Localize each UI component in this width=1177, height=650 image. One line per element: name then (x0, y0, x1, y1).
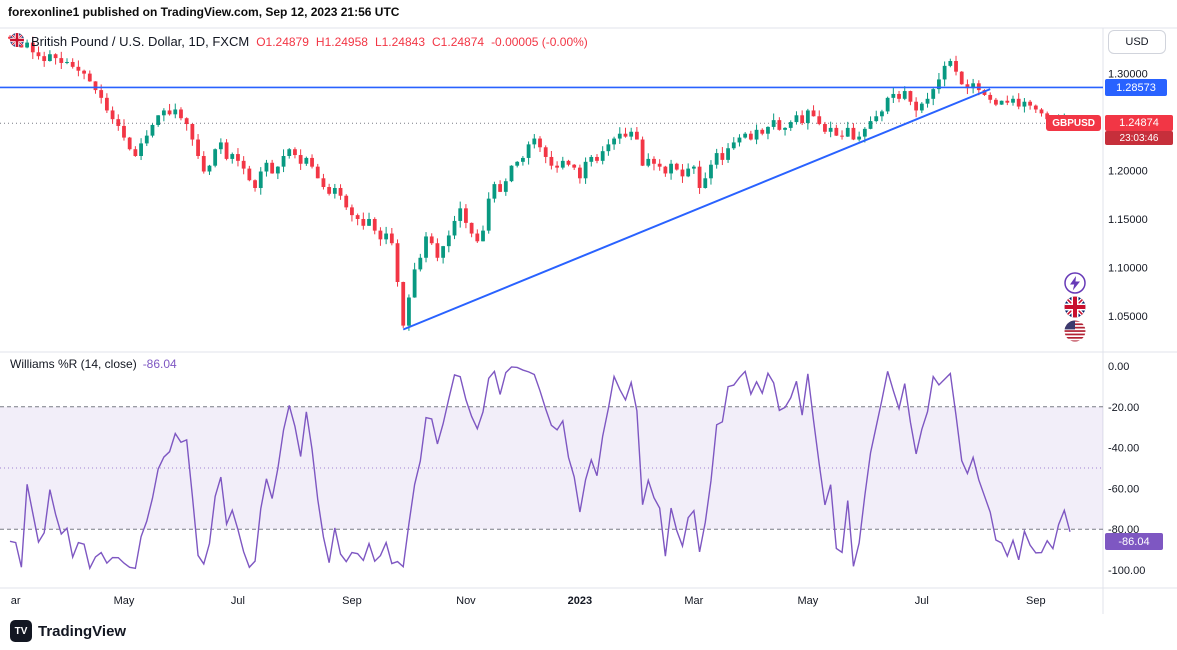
low-value: L1.24843 (374, 34, 426, 49)
trendline[interactable] (402, 88, 991, 331)
indicator-title: Williams %R (14, close) (10, 357, 137, 371)
main-chart-legend: British Pound / U.S. Dollar, 1D, FXCM O1… (10, 33, 588, 50)
change-value: -0.00005 (-0.00%) (491, 34, 588, 49)
tradingview-logo-icon: TV (10, 620, 32, 642)
time-tick-label: ar (11, 595, 21, 607)
williams-line (9, 366, 1071, 571)
indicator-tick-label: -100.00 (1108, 565, 1145, 577)
symbol-tag-label: GBPUSD (1046, 115, 1101, 131)
williams-band (0, 406, 1103, 530)
instrument-flag-icon (10, 33, 24, 50)
time-tick-label: 2023 (568, 595, 592, 607)
last-price-label: 1.24874 (1105, 115, 1173, 131)
candlesticks[interactable] (8, 34, 1072, 331)
close-value: C1.24874 (432, 34, 485, 49)
currency-usd-button[interactable]: USD (1108, 30, 1166, 54)
countdown-label: 23:03:46 (1105, 131, 1173, 145)
indicator-legend: Williams %R (14, close) -86.04 (10, 357, 177, 371)
symbol-title: British Pound / U.S. Dollar, 1D, FXCM (31, 34, 250, 49)
williams-value-label: -86.04 (1105, 533, 1163, 550)
publish-info: forexonline1 published on TradingView.co… (8, 5, 400, 19)
price-tick-label: 1.10000 (1108, 262, 1148, 274)
ohlc-values: O1.24879 H1.24958 L1.24843 C1.24874 -0.0… (256, 35, 588, 49)
indicator-tick-label: -40.00 (1108, 443, 1139, 455)
tradingview-wordmark: TradingView (38, 622, 127, 640)
high-value: H1.24958 (315, 34, 368, 49)
indicator-value: -86.04 (142, 357, 177, 371)
time-axis[interactable]: ar May Jul Sep Nov 2023 Mar May Jul Sep (11, 595, 1046, 607)
lightning-icon (1064, 272, 1086, 294)
us-flag-icon (1064, 320, 1086, 342)
indicator-tick-label: 0.00 (1108, 361, 1129, 373)
time-tick-label: Sep (1026, 595, 1046, 607)
price-axis[interactable]: 1.300001.250001.200001.150001.100001.050… (1108, 69, 1148, 323)
time-tick-label: Jul (231, 595, 245, 607)
indicator-tick-label: -60.00 (1108, 483, 1139, 495)
time-tick-label: May (797, 595, 818, 607)
uk-flag-icon (1064, 296, 1086, 318)
open-value: O1.24879 (256, 34, 309, 49)
time-tick-label: Mar (684, 595, 703, 607)
time-tick-label: Nov (456, 595, 476, 607)
time-tick-label: May (114, 595, 135, 607)
time-tick-label: Sep (342, 595, 362, 607)
side-icons (1064, 272, 1086, 342)
footer-logo[interactable]: TV TradingView (10, 620, 126, 642)
price-tick-label: 1.05000 (1108, 311, 1148, 323)
indicator-tick-label: -20.00 (1108, 402, 1139, 414)
price-tick-label: 1.20000 (1108, 166, 1148, 178)
alert-price-label[interactable]: 1.28573 (1105, 79, 1167, 96)
price-tick-label: 1.15000 (1108, 214, 1148, 226)
price-tick-label: 1.30000 (1108, 69, 1148, 81)
time-tick-label: Jul (915, 595, 929, 607)
